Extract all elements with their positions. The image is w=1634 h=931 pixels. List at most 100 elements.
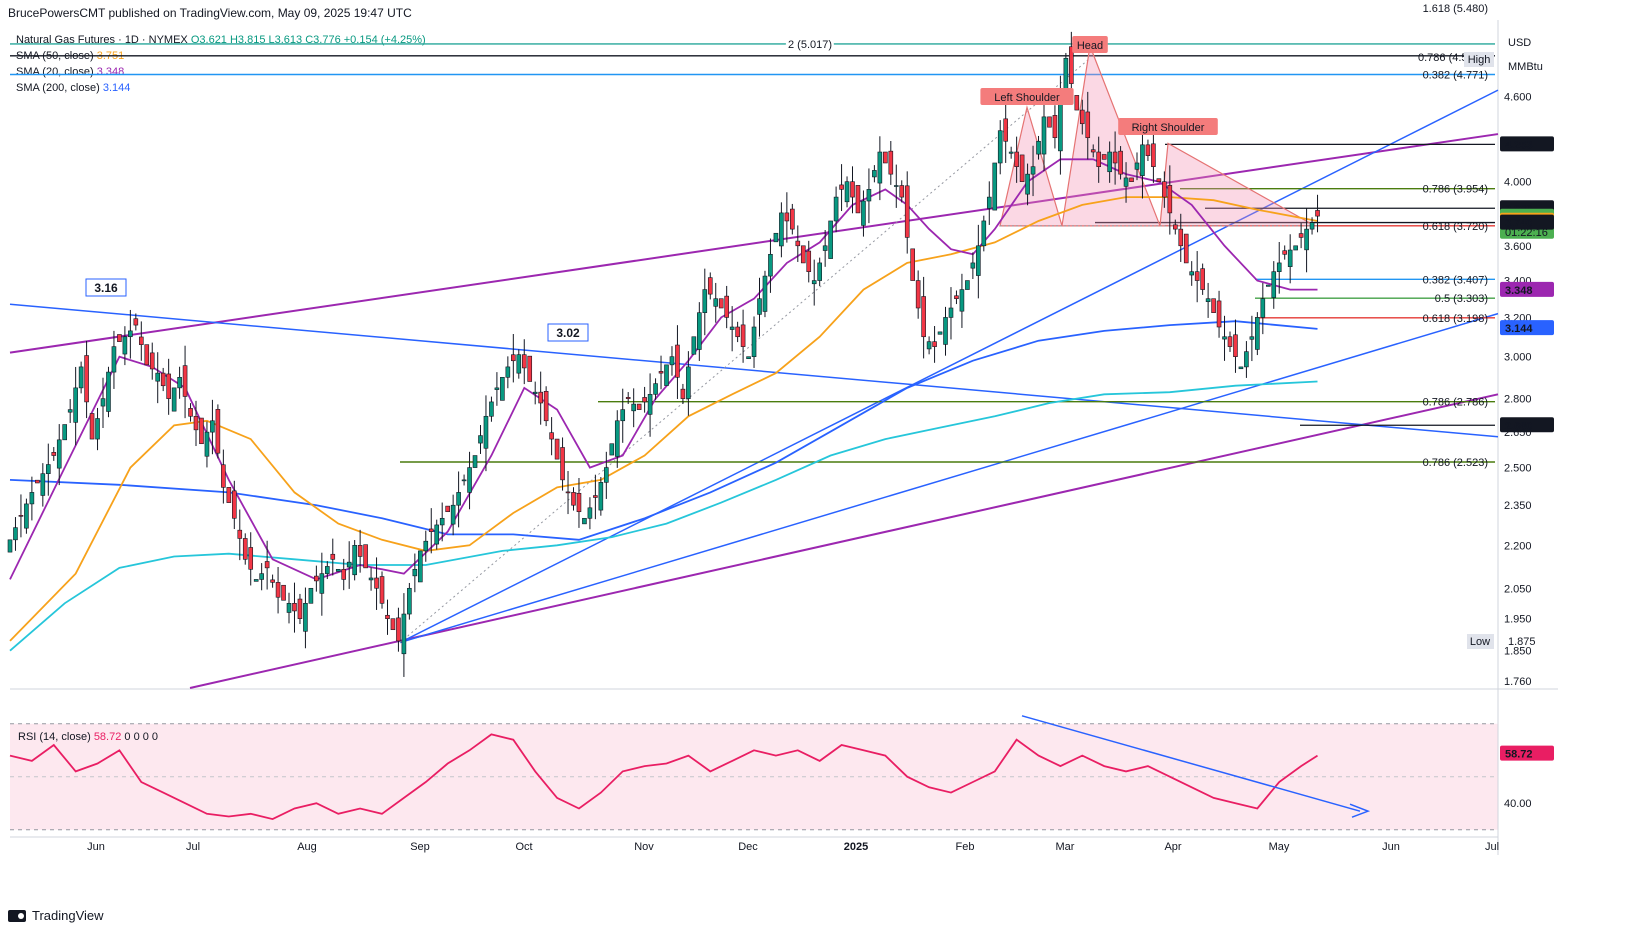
candle-body [182,365,188,397]
candle-body [1085,111,1091,139]
descending-trendline [9,303,1499,438]
time-label-3: Sep [410,841,430,853]
candle-body [483,415,489,449]
tradingview-footer: TradingView [8,908,104,923]
fib-diagonal [399,57,1091,643]
price-tick: 2.500 [1504,463,1532,475]
label-left-shoulder: Left Shoulder [994,92,1060,104]
candle-body [1309,222,1315,230]
candle-body [571,492,576,506]
candle-body [888,150,894,175]
rsi-arrow-icon [1349,803,1371,818]
time-label-10: Apr [1164,841,1181,853]
price-tick: 4.000 [1504,177,1532,189]
fib-level-label-5: 0.5 (3.303) [1435,293,1488,305]
candle-body [308,587,314,604]
candle-body [171,387,177,412]
candles [7,31,1320,677]
candle-body [139,336,144,345]
sma200-label: SMA (200, close) [16,82,100,94]
time-label-8: Feb [956,841,975,853]
price-tick: 1.760 [1504,676,1532,688]
candle-body [926,341,932,350]
candle-body [1205,298,1211,302]
candle-body [664,364,669,386]
candle-body [188,408,193,417]
candle-body [609,443,615,456]
candle-body [1167,185,1173,214]
candle-body [1271,271,1277,298]
fib-level-label-1: 0.382 (4.771) [1423,69,1488,81]
candle-body [401,613,407,655]
candle-body [390,618,396,631]
candle-body [773,232,779,243]
time-label-12: Jun [1382,841,1400,853]
price-tag-5: 3.348 [1505,285,1533,297]
candle-body [1123,177,1129,187]
price-tag-7: 2.680 [1505,420,1533,432]
candle-body [155,372,161,382]
sma200-value: 3.144 [102,82,131,94]
candle-body [855,185,861,214]
candle-body [215,409,221,454]
candle-body [1304,228,1309,251]
tradingview-logo-icon [8,909,26,922]
published-by: BrucePowersCMT published on TradingView.… [8,6,412,20]
candle-body [790,208,795,230]
candle-body [1293,245,1298,251]
symbol-name: Natural Gas Futures · 1D · NYMEX [16,34,188,46]
candle-body [784,212,790,222]
candle-body [111,346,117,373]
candle-body [423,540,429,552]
candle-body [893,185,899,187]
fib-level-label-4: 0.382 (3.407) [1423,274,1488,286]
candle-body [631,403,636,412]
candle-body [1265,284,1271,287]
candle-body [937,331,943,335]
rsi-tag: 58.72 [1505,749,1533,761]
candle-body [757,298,762,315]
candle-body [587,507,593,519]
candle-body [1162,181,1167,198]
symbol-legend: Natural Gas Futures · 1D · NYMEX O3.621 … [16,34,426,46]
candle-body [1047,116,1052,128]
time-label-11: May [1269,841,1290,853]
candle-body [1156,178,1162,183]
sma200-line [9,320,1318,541]
candle-body [1287,249,1293,267]
sma50-line [9,196,1318,642]
sma200-legend: SMA (200, close) 3.144 [16,82,130,94]
candle-body [718,298,724,309]
candle-body [286,602,292,613]
upper-channel-line [9,133,1499,354]
candle-body [538,391,543,404]
candle-body [122,336,128,355]
candle-body [379,576,385,604]
candle-body [505,366,511,378]
candle-body [264,561,270,569]
candle-body [418,550,423,583]
rsi-tick: 40.00 [1504,798,1532,810]
price-tick: 2.200 [1504,540,1532,552]
candle-body [62,424,68,441]
candle-body [954,295,959,300]
candle-body [817,262,822,281]
candle-body [18,515,24,517]
candle-body [1238,366,1244,370]
candle-body [368,577,374,581]
candle-body [1030,166,1036,175]
candle-body [647,394,653,415]
candle-body [56,439,62,469]
time-label-1: Jul [186,841,200,853]
label-right-shoulder: Right Shoulder [1132,122,1205,134]
candle-body [1112,151,1118,164]
candle-body [691,336,697,355]
candle-body [89,413,95,440]
candle-body [959,289,965,312]
candle-body [713,298,719,307]
candle-body [450,504,456,525]
rsi-label: RSI (14, close) [18,731,91,743]
time-label-0: Jun [87,841,105,853]
candle-body [396,617,401,642]
